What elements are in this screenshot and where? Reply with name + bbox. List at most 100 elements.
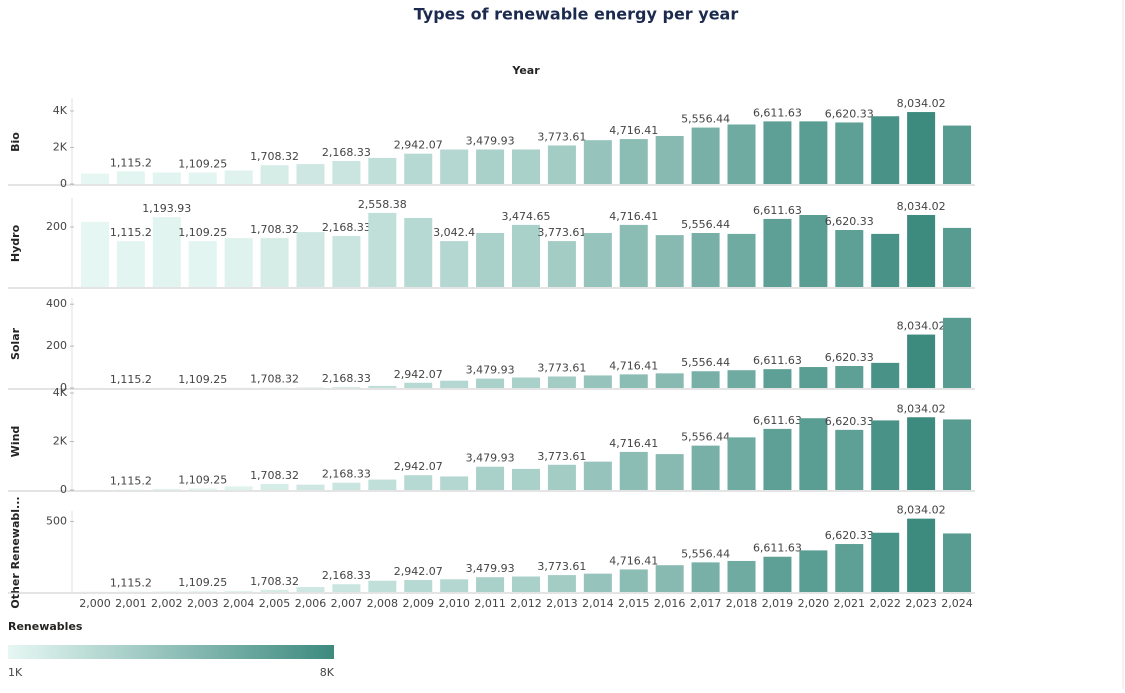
legend-title: Renewables bbox=[8, 620, 83, 633]
data-label: 2,942.07 bbox=[394, 139, 443, 152]
bar bbox=[584, 574, 612, 592]
bar bbox=[153, 217, 181, 287]
x-tick-label: 2,004 bbox=[223, 597, 255, 610]
bar bbox=[692, 562, 720, 592]
bar bbox=[153, 591, 181, 592]
data-label: 3,479.93 bbox=[466, 364, 515, 377]
bar bbox=[871, 420, 899, 490]
bar bbox=[907, 519, 935, 592]
bar bbox=[728, 124, 756, 184]
data-label: 1,115.2 bbox=[110, 475, 152, 488]
data-label: 3,773.61 bbox=[537, 226, 586, 239]
x-tick-label: 2,016 bbox=[654, 597, 686, 610]
x-tick-label: 2,019 bbox=[762, 597, 794, 610]
bar bbox=[332, 161, 360, 184]
data-label: 2,168.33 bbox=[322, 372, 371, 385]
bar bbox=[548, 575, 576, 592]
bar bbox=[476, 577, 504, 592]
data-label: 6,620.33 bbox=[825, 415, 874, 428]
data-label: 3,042.4 bbox=[433, 226, 475, 239]
bar bbox=[728, 561, 756, 592]
data-label: 1,109.25 bbox=[178, 474, 227, 487]
data-label: 1,708.32 bbox=[250, 575, 299, 588]
data-label: 6,611.63 bbox=[753, 414, 802, 427]
bar bbox=[620, 225, 648, 287]
data-label: 4,716.41 bbox=[609, 554, 658, 567]
data-label: 4,716.41 bbox=[609, 359, 658, 372]
data-label: 5,556.44 bbox=[681, 113, 730, 126]
bar bbox=[368, 581, 396, 592]
data-label: 6,620.33 bbox=[825, 529, 874, 542]
bar bbox=[656, 565, 684, 592]
bar bbox=[943, 533, 971, 592]
panel-label: Hydro bbox=[9, 224, 22, 262]
data-label: 2,558.38 bbox=[358, 198, 407, 211]
y-tick-label: 200 bbox=[46, 220, 67, 233]
bar bbox=[871, 234, 899, 287]
bar bbox=[404, 154, 432, 184]
bar bbox=[728, 234, 756, 287]
y-tick-label: 400 bbox=[46, 297, 67, 310]
bar bbox=[728, 437, 756, 490]
bar bbox=[656, 373, 684, 388]
bar bbox=[692, 371, 720, 388]
bar bbox=[907, 417, 935, 490]
bar bbox=[332, 584, 360, 592]
bar bbox=[153, 172, 181, 184]
data-label: 1,115.2 bbox=[110, 373, 152, 386]
data-label: 1,193.93 bbox=[142, 202, 191, 215]
bar bbox=[189, 172, 217, 184]
bar bbox=[440, 579, 468, 592]
data-label: 8,034.02 bbox=[897, 402, 946, 415]
data-label: 5,556.44 bbox=[681, 218, 730, 231]
bar bbox=[763, 369, 791, 388]
x-tick-label: 2,012 bbox=[510, 597, 542, 610]
bar bbox=[476, 379, 504, 388]
bar bbox=[548, 376, 576, 388]
data-label: 3,773.61 bbox=[537, 130, 586, 143]
x-tick-label: 2,003 bbox=[187, 597, 219, 610]
data-label: 5,556.44 bbox=[681, 431, 730, 444]
x-tick-label: 2,022 bbox=[869, 597, 901, 610]
x-tick-label: 2,013 bbox=[546, 597, 578, 610]
bar bbox=[799, 215, 827, 287]
bar bbox=[835, 544, 863, 592]
y-tick-label: 4K bbox=[53, 386, 68, 399]
bar bbox=[656, 235, 684, 287]
bar bbox=[189, 241, 217, 287]
panel-label: Solar bbox=[9, 327, 22, 360]
bar bbox=[404, 383, 432, 388]
x-tick-label: 2,014 bbox=[582, 597, 614, 610]
data-label: 1,115.2 bbox=[110, 156, 152, 169]
bar bbox=[584, 233, 612, 287]
bar bbox=[548, 241, 576, 287]
bar bbox=[692, 446, 720, 490]
bar bbox=[512, 225, 540, 287]
data-label: 1,708.32 bbox=[250, 469, 299, 482]
bar bbox=[584, 462, 612, 490]
panel-label: Wind bbox=[9, 426, 22, 458]
x-tick-label: 2,006 bbox=[295, 597, 327, 610]
data-label: 3,773.61 bbox=[537, 450, 586, 463]
data-label: 6,611.63 bbox=[753, 542, 802, 555]
bar bbox=[763, 429, 791, 490]
bar bbox=[835, 122, 863, 184]
data-label: 3,479.93 bbox=[466, 134, 515, 147]
bar bbox=[512, 378, 540, 388]
bar bbox=[332, 483, 360, 490]
x-tick-label: 2,015 bbox=[618, 597, 650, 610]
data-label: 1,708.32 bbox=[250, 150, 299, 163]
x-tick-label: 2,009 bbox=[402, 597, 434, 610]
x-tick-label: 2,018 bbox=[726, 597, 758, 610]
y-tick-label: 4K bbox=[53, 104, 68, 117]
bar bbox=[692, 233, 720, 287]
data-label: 1,708.32 bbox=[250, 373, 299, 386]
bar bbox=[512, 576, 540, 592]
bar bbox=[620, 139, 648, 184]
bar bbox=[261, 484, 289, 490]
bar bbox=[763, 121, 791, 184]
bar bbox=[943, 419, 971, 490]
bar bbox=[332, 236, 360, 287]
data-label: 1,109.25 bbox=[178, 157, 227, 170]
